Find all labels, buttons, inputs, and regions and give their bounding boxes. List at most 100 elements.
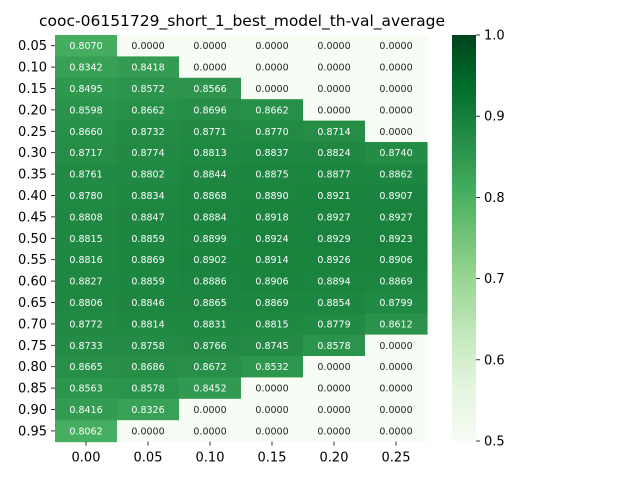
heatmap-cell <box>303 163 366 186</box>
heatmap-cell <box>179 35 242 57</box>
cell-value-label: 0.8665 <box>69 362 102 373</box>
cell-value-label: 0.0000 <box>131 41 164 52</box>
cell-value-label: 0.8766 <box>193 341 226 352</box>
heatmap-cell <box>117 77 180 100</box>
cell-value-label: 0.0000 <box>379 63 412 74</box>
y-tick-label: 0.65 <box>18 296 47 311</box>
cell-value-label: 0.8929 <box>317 234 350 245</box>
cell-value-label: 0.8886 <box>193 277 226 288</box>
heatmap-cell <box>179 334 242 357</box>
heatmap-cell <box>241 420 304 443</box>
heatmap-cell <box>55 249 118 271</box>
heatmap-cell <box>241 249 304 271</box>
cell-value-label: 0.8660 <box>69 127 102 138</box>
heatmap-cell <box>179 227 242 250</box>
cell-value-label: 0.8758 <box>131 341 164 352</box>
cell-value-label: 0.8831 <box>193 319 226 330</box>
x-tick-label: 0.25 <box>382 451 411 466</box>
heatmap-cell <box>241 184 304 207</box>
cell-value-label: 0.8771 <box>193 127 226 138</box>
heatmap-cell <box>179 184 242 207</box>
heatmap-cell <box>179 270 242 293</box>
heatmap-cell <box>365 249 428 271</box>
heatmap-cell <box>365 120 428 143</box>
cell-value-label: 0.8770 <box>255 127 288 138</box>
heatmap-cell <box>365 313 428 336</box>
cell-value-label: 0.8772 <box>69 319 102 330</box>
chart-title: cooc-06151729_short_1_best_model_th-val_… <box>39 12 445 31</box>
heatmap-cell <box>179 163 242 186</box>
cell-value-label: 0.0000 <box>255 84 288 95</box>
heatmap-cell <box>179 249 242 271</box>
heatmap-cell <box>55 77 118 100</box>
heatmap-cell <box>365 35 428 57</box>
x-tick-label: 0.00 <box>72 451 101 466</box>
heatmap-cell <box>241 227 304 250</box>
cell-value-label: 0.8918 <box>255 212 288 223</box>
cell-value-label: 0.8859 <box>131 234 164 245</box>
heatmap-cell <box>241 163 304 186</box>
y-tick-label: 0.95 <box>18 424 47 439</box>
heatmap-cell <box>117 206 180 229</box>
heatmap-cell <box>241 77 304 100</box>
heatmap-cell <box>303 313 366 336</box>
cell-value-label: 0.8827 <box>69 277 102 288</box>
cell-value-label: 0.8890 <box>255 191 288 202</box>
cell-value-label: 0.0000 <box>379 41 412 52</box>
cell-value-label: 0.0000 <box>379 127 412 138</box>
cell-value-label: 0.8745 <box>255 341 288 352</box>
heatmap-cell <box>179 356 242 378</box>
cell-value-label: 0.8808 <box>69 212 102 223</box>
cell-value-label: 0.0000 <box>379 362 412 373</box>
heatmap-cell <box>55 377 118 400</box>
y-tick-label: 0.30 <box>18 146 47 161</box>
heatmap-cell <box>303 398 366 421</box>
cell-value-label: 0.8815 <box>69 234 102 245</box>
heatmap-cell <box>179 377 242 400</box>
cell-value-label: 0.8884 <box>193 212 226 223</box>
heatmap-cell <box>117 227 180 250</box>
cell-value-label: 0.8869 <box>255 298 288 309</box>
cell-value-label: 0.8578 <box>317 341 350 352</box>
cell-value-label: 0.8732 <box>131 127 164 138</box>
colorbar-tick-label: 0.9 <box>484 110 505 125</box>
cell-value-label: 0.8862 <box>379 170 412 181</box>
cell-value-label: 0.0000 <box>193 41 226 52</box>
heatmap-cell <box>241 398 304 421</box>
cell-value-label: 0.8846 <box>131 298 164 309</box>
cell-value-label: 0.0000 <box>379 405 412 416</box>
heatmap-cell <box>117 398 180 421</box>
heatmap-cell <box>365 420 428 443</box>
y-tick-label: 0.55 <box>18 253 47 268</box>
heatmap-cell <box>179 420 242 443</box>
heatmap-cell <box>365 56 428 79</box>
y-tick-label: 0.85 <box>18 382 47 397</box>
cell-value-label: 0.0000 <box>317 426 350 437</box>
heatmap-cell <box>179 99 242 122</box>
cell-value-label: 0.8869 <box>379 277 412 288</box>
y-tick-label: 0.90 <box>18 403 47 418</box>
cell-value-label: 0.8578 <box>131 384 164 395</box>
cell-value-label: 0.0000 <box>317 384 350 395</box>
cell-value-label: 0.0000 <box>379 105 412 116</box>
heatmap-cell <box>365 377 428 400</box>
cell-value-label: 0.0000 <box>255 405 288 416</box>
x-tick-label: 0.05 <box>134 451 163 466</box>
heatmap-cell <box>117 356 180 378</box>
cell-value-label: 0.0000 <box>379 426 412 437</box>
heatmap-cell <box>303 334 366 357</box>
y-tick-label: 0.35 <box>18 168 47 183</box>
heatmap-cell <box>179 77 242 100</box>
heatmap-cell <box>117 120 180 143</box>
heatmap-cell <box>55 35 118 57</box>
heatmap-cell <box>55 398 118 421</box>
heatmap-cell <box>55 227 118 250</box>
heatmap-cell <box>117 291 180 314</box>
heatmap-cell <box>179 56 242 79</box>
cell-value-label: 0.8816 <box>69 255 102 266</box>
y-tick-label: 0.50 <box>18 232 47 247</box>
heatmap-cell <box>365 77 428 100</box>
cell-value-label: 0.8906 <box>379 255 412 266</box>
cell-value-label: 0.0000 <box>255 41 288 52</box>
heatmap-cell <box>241 142 304 164</box>
